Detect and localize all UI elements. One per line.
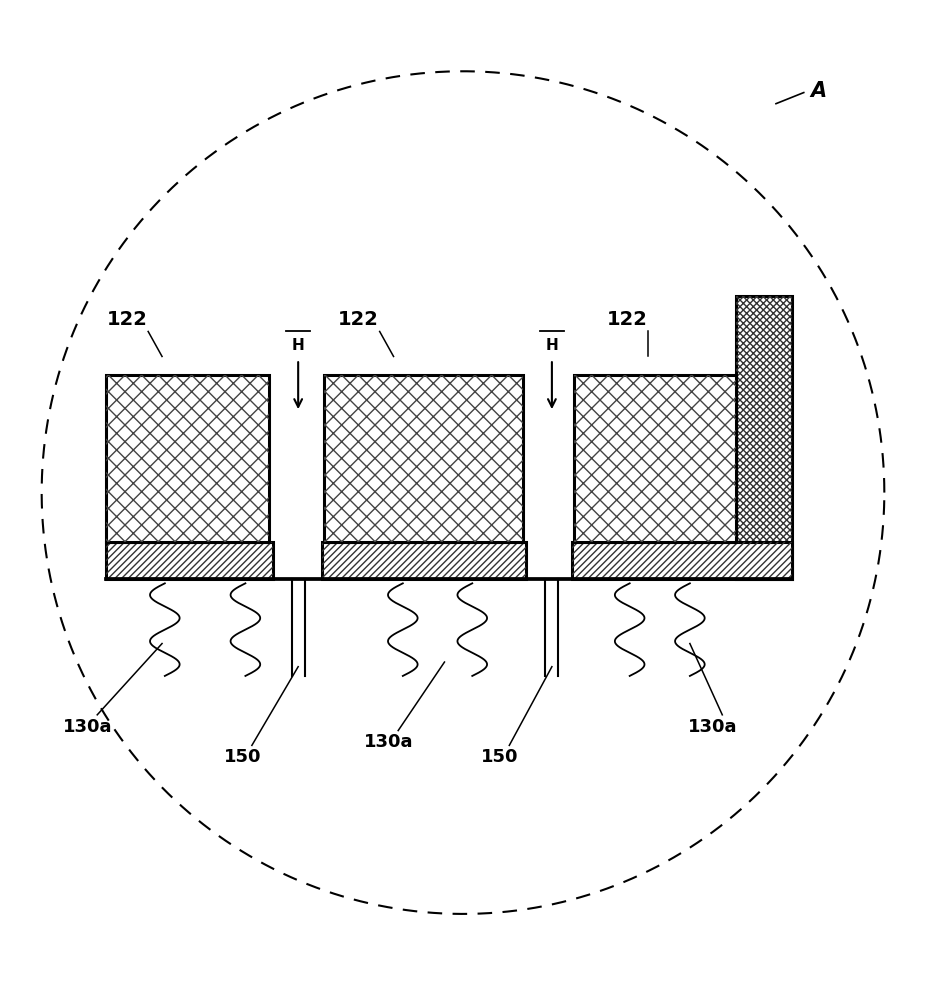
Bar	[322, 542, 526, 579]
Text: 122: 122	[338, 310, 379, 329]
Bar	[736, 296, 792, 579]
Bar	[324, 375, 523, 542]
Text: H: H	[292, 338, 305, 353]
Bar	[574, 375, 736, 542]
Bar	[106, 375, 269, 542]
Bar	[572, 542, 792, 579]
Text: 130a: 130a	[364, 733, 414, 751]
Bar	[322, 542, 526, 579]
Text: 130a: 130a	[63, 718, 113, 736]
Bar	[106, 542, 273, 579]
Bar	[106, 375, 269, 542]
Bar	[574, 375, 736, 542]
Bar	[106, 542, 273, 579]
Text: 122: 122	[106, 310, 147, 329]
Text: 150: 150	[482, 748, 519, 766]
Text: A: A	[810, 81, 826, 101]
Bar	[324, 375, 523, 542]
Bar	[736, 296, 792, 579]
Bar	[572, 542, 792, 579]
Text: 150: 150	[224, 748, 261, 766]
Text: 130a: 130a	[688, 718, 738, 736]
Text: 122: 122	[607, 310, 647, 329]
Text: H: H	[545, 338, 558, 353]
